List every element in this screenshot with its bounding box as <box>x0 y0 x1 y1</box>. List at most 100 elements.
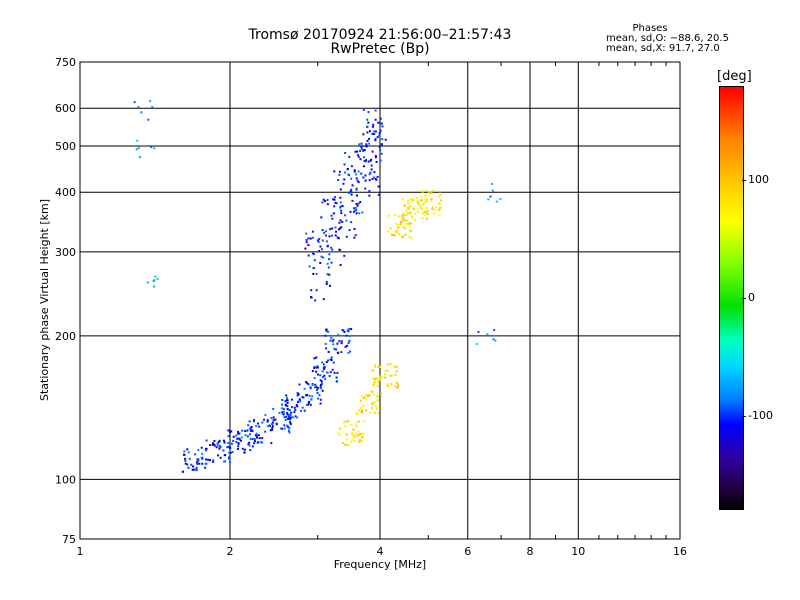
y-tick-label: 300 <box>55 246 76 259</box>
echo-point <box>351 437 354 440</box>
echo-point <box>284 404 287 407</box>
echo-point <box>340 209 343 212</box>
echo-point <box>184 457 187 460</box>
echo-point <box>218 444 221 447</box>
echo-point <box>362 397 365 400</box>
echo-point <box>271 425 274 428</box>
echo-point <box>400 214 403 217</box>
echo-point <box>186 463 189 466</box>
echo-point <box>387 214 390 217</box>
echo-point <box>397 384 400 387</box>
colorbar-tick-mark <box>742 298 746 299</box>
echo-point <box>309 403 312 406</box>
echo-point <box>335 376 338 379</box>
echo-point <box>362 133 365 136</box>
echo-point <box>376 175 379 178</box>
echo-point <box>398 233 401 236</box>
echo-point <box>252 420 255 423</box>
echo-point <box>330 246 333 249</box>
x-tick-label: 4 <box>377 545 384 558</box>
echo-point <box>286 396 289 399</box>
echo-point <box>426 200 429 203</box>
echo-point <box>340 342 343 345</box>
phase-header: Phases <box>632 23 668 34</box>
echo-point <box>374 177 377 180</box>
echo-point <box>228 431 231 434</box>
echo-point <box>358 438 361 441</box>
echo-point <box>358 440 361 443</box>
echo-point <box>249 427 252 430</box>
echo-point <box>374 138 377 141</box>
echo-point <box>266 420 269 423</box>
echo-point <box>414 212 417 215</box>
echo-point <box>360 146 363 149</box>
echo-point <box>190 463 193 466</box>
echo-point <box>407 207 410 210</box>
echo-point <box>293 406 296 409</box>
echo-point <box>287 429 290 432</box>
echo-point <box>264 413 267 416</box>
echo-point <box>315 366 318 369</box>
echo-point <box>377 185 380 188</box>
echo-point <box>281 407 284 410</box>
echo-point <box>218 447 221 450</box>
echo-point <box>425 210 428 213</box>
echo-point <box>319 374 322 377</box>
echo-point <box>354 422 357 425</box>
echo-point <box>346 329 349 332</box>
echo-point <box>224 460 227 463</box>
echo-point <box>389 362 392 365</box>
echo-point <box>353 228 356 231</box>
echo-point <box>380 152 383 155</box>
echo-point <box>306 382 309 385</box>
echo-point <box>256 436 259 439</box>
echo-point <box>333 198 336 201</box>
echo-point <box>319 245 322 248</box>
echo-point <box>340 212 343 215</box>
echo-point <box>281 403 284 406</box>
echo-point <box>380 407 383 410</box>
echo-point <box>354 206 357 209</box>
echo-point <box>289 417 292 420</box>
echo-point <box>439 192 442 195</box>
echo-point <box>291 416 294 419</box>
echo-point <box>345 235 348 238</box>
echo-point <box>366 131 369 134</box>
echo-point <box>336 371 339 374</box>
chart-title-line2: RwPretec (Bp) <box>330 41 430 57</box>
echo-point <box>317 397 320 400</box>
echo-point <box>357 155 360 158</box>
echo-point <box>396 386 399 389</box>
echo-point <box>336 380 339 383</box>
echo-point <box>325 280 328 283</box>
echo-point <box>305 241 308 244</box>
echo-point <box>329 228 332 231</box>
echo-point <box>318 250 321 253</box>
echo-point <box>364 409 367 412</box>
echo-point <box>283 424 286 427</box>
echo-point <box>153 285 156 288</box>
echo-point <box>248 441 251 444</box>
echo-point <box>295 404 298 407</box>
echo-point <box>328 235 331 238</box>
echo-point <box>232 439 235 442</box>
echo-point <box>331 340 334 343</box>
echo-point <box>400 223 403 226</box>
echo-point <box>222 439 225 442</box>
echo-point <box>321 389 324 392</box>
echo-point <box>209 459 212 462</box>
echo-point <box>303 387 306 390</box>
echo-point <box>378 377 381 380</box>
echo-point <box>350 188 353 191</box>
echo-point <box>357 202 360 205</box>
echo-point <box>387 230 390 233</box>
echo-point <box>341 442 344 445</box>
echo-point <box>363 396 366 399</box>
echo-point <box>322 298 325 301</box>
echo-point <box>319 261 322 264</box>
echo-point <box>364 174 367 177</box>
echo-point <box>313 367 316 370</box>
phase-x-stats: mean, sd,X: 91.7, 27.0 <box>606 43 720 54</box>
echo-point <box>325 347 328 350</box>
echo-point <box>491 182 494 185</box>
